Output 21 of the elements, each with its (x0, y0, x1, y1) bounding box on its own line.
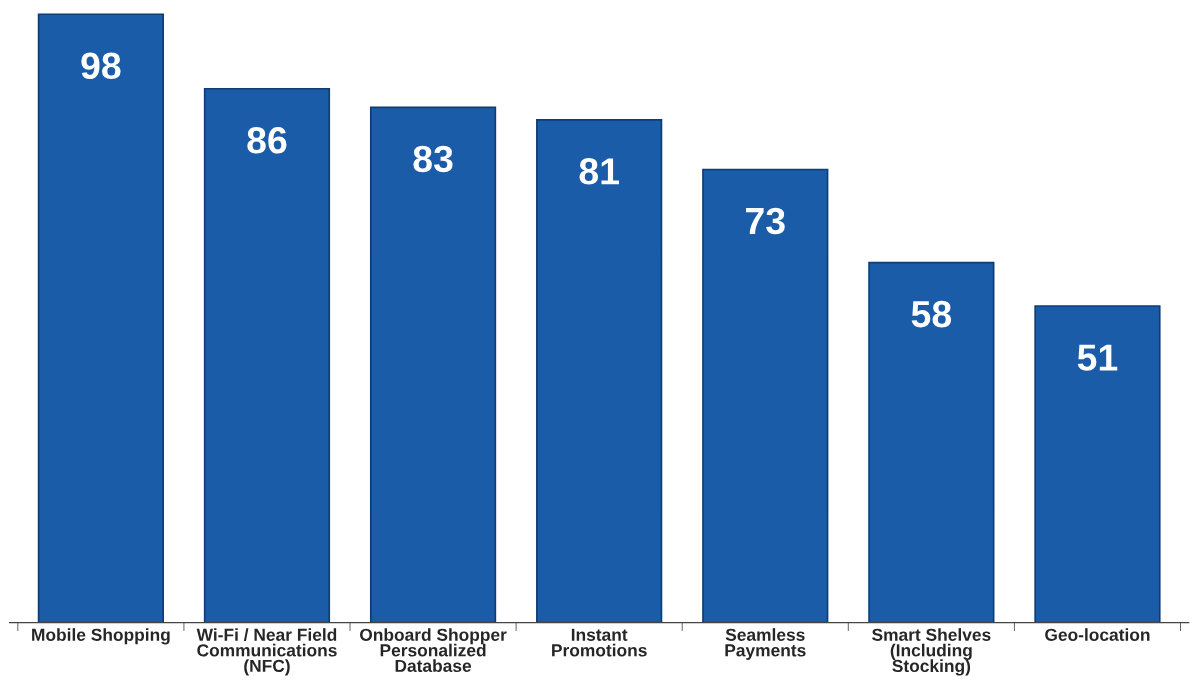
bar (1034, 305, 1161, 623)
x-tick-label: Mobile Shopping (32, 628, 170, 645)
data-label: 83 (413, 145, 453, 173)
x-tick-label: Smart Shelves (Including Stocking) (872, 628, 991, 676)
x-tick-label: Onboard Shopper Personalized Database (360, 628, 507, 673)
data-label: 81 (579, 158, 619, 185)
bar (536, 118, 663, 623)
bar (203, 87, 331, 623)
bar (702, 168, 829, 623)
x-tick-label: Wi-Fi / Near Field Communications (NFC) (196, 628, 337, 676)
bar (369, 106, 497, 623)
x-tick-label: Instant Promotions (552, 628, 647, 657)
x-tick-label: Geo-location (1045, 628, 1150, 641)
bar (37, 13, 164, 623)
x-tick-label: Seamless Payments (725, 628, 806, 660)
data-label: 73 (746, 207, 785, 235)
data-label: 86 (247, 127, 287, 154)
data-label: 98 (81, 52, 121, 80)
data-label: 58 (911, 300, 952, 328)
bar (868, 261, 995, 623)
data-label: 51 (1077, 344, 1118, 371)
